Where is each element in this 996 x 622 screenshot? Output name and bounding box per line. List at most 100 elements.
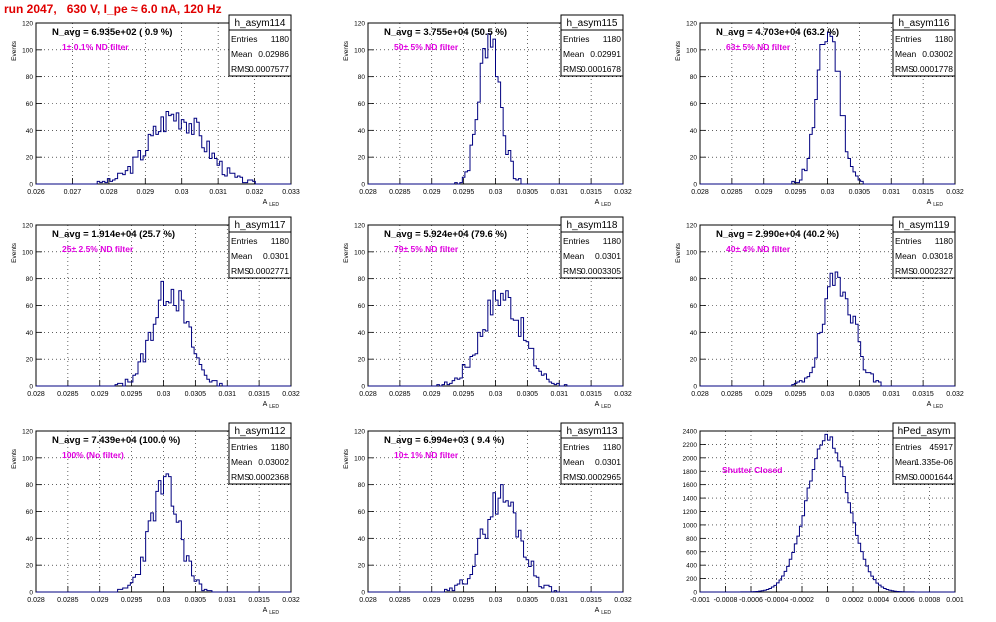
stats-title: h_asym112: [235, 426, 286, 437]
y-tick-label: 60: [26, 303, 34, 310]
stats-value: 1180: [271, 34, 290, 44]
y-tick-label: 40: [358, 536, 366, 543]
x-tick-label: 0.03: [157, 597, 171, 604]
y-tick-label: 100: [354, 249, 365, 256]
y-axis-label: Events: [675, 40, 682, 61]
x-tick-label: 0.0305: [849, 391, 871, 398]
stats-box: [892, 422, 956, 485]
stats-value: 0.0301: [595, 251, 621, 261]
y-tick-label: 100: [354, 47, 365, 54]
y-axis-label: Events: [343, 448, 350, 469]
stats-label: RMS: [563, 472, 582, 482]
stats-value: 0.03002: [922, 49, 953, 59]
y-tick-label: 0: [29, 590, 33, 597]
x-tick-label: 0.0305: [517, 597, 539, 604]
stats-box: [228, 14, 292, 77]
x-axis-label: A LED: [263, 199, 280, 208]
y-tick-label: 0: [361, 590, 365, 597]
x-tick-label: 0.032: [614, 391, 632, 398]
y-tick-label: 100: [22, 47, 33, 54]
stats-label: RMS: [231, 64, 250, 74]
x-tick-label: 0.027: [64, 189, 82, 196]
y-tick-label: 1200: [683, 509, 698, 516]
stats-title: hPed_asym: [898, 426, 951, 437]
stats-label: Entries: [231, 442, 257, 452]
stats-value: 1180: [271, 442, 290, 452]
stats-title: h_asym116: [899, 18, 950, 29]
stats-value: 0.0301: [263, 251, 289, 261]
stats-label: Mean: [895, 251, 917, 261]
stats-value: 0.0001644: [913, 472, 953, 482]
stats-value: 0.03002: [258, 457, 289, 467]
x-tick-label: 0.03: [489, 189, 503, 196]
y-tick-label: 80: [358, 74, 366, 81]
x-tick-label: 0.029: [423, 189, 441, 196]
stats-value: 0.0007577: [249, 64, 289, 74]
x-tick-label: 0.0285: [721, 189, 743, 196]
stats-label: Entries: [231, 34, 257, 44]
y-tick-label: 80: [358, 276, 366, 283]
x-tick-label: 0.029: [755, 391, 773, 398]
x-tick-label: 0.0305: [517, 391, 539, 398]
stats-value: 0.0002368: [249, 472, 289, 482]
y-tick-label: 40: [690, 330, 698, 337]
stats-box: [560, 216, 624, 279]
stats-label: Entries: [563, 236, 589, 246]
x-tick-label: 0.0315: [580, 597, 602, 604]
y-tick-label: 100: [354, 455, 365, 462]
y-tick-label: 40: [26, 128, 34, 135]
x-tick-label: 0.03: [157, 391, 171, 398]
x-tick-label: 0.028: [100, 189, 118, 196]
histogram-panel-h_asym116: 0.028 0.0285 0.029 0.0295 0.03 0.0305 0.031 0.0…: [675, 14, 964, 208]
x-tick-label: 0.029: [423, 391, 441, 398]
y-tick-label: 60: [26, 509, 34, 516]
x-tick-label: 0.031: [209, 189, 227, 196]
x-tick-label: 0.0285: [57, 597, 79, 604]
x-tick-label: 0.0315: [912, 391, 934, 398]
stats-value: 0.0003305: [581, 266, 621, 276]
filter-annotation: 1± 0.1% ND filter: [62, 42, 129, 52]
x-tick-label: 0.0305: [849, 189, 871, 196]
y-tick-label: 60: [358, 303, 366, 310]
x-tick-label: 0.029: [91, 391, 109, 398]
stats-box: [560, 422, 624, 485]
stats-label: RMS: [563, 64, 582, 74]
x-tick-label: 0.0002: [842, 597, 864, 604]
stats-label: RMS: [231, 266, 250, 276]
x-tick-label: 0.0305: [517, 189, 539, 196]
x-tick-label: 0.0315: [580, 391, 602, 398]
x-tick-label: -0.0008: [714, 597, 738, 604]
navg-label: N_avg = 3.755e+04 (50.5 %): [384, 27, 507, 38]
x-tick-label: 0.031: [218, 597, 236, 604]
x-tick-label: 0.033: [282, 189, 300, 196]
x-tick-label: 0.028: [359, 189, 377, 196]
y-tick-label: 120: [686, 223, 697, 230]
y-tick-label: 100: [22, 455, 33, 462]
x-tick-label: 0.0285: [389, 597, 411, 604]
y-tick-label: 60: [690, 101, 698, 108]
histogram-panel-h_asym119: 0.028 0.0285 0.029 0.0295 0.03 0.0305 0.031 0.0…: [675, 216, 964, 410]
y-tick-label: 60: [26, 101, 34, 108]
y-axis-label: Events: [675, 242, 682, 263]
x-tick-label: 0.0295: [785, 189, 807, 196]
y-tick-label: 200: [686, 576, 697, 583]
stats-box: [560, 14, 624, 77]
stats-label: Entries: [563, 442, 589, 452]
histogram-bins: [368, 484, 623, 593]
stats-label: RMS: [895, 64, 914, 74]
x-tick-label: 0.03: [489, 597, 503, 604]
y-tick-label: 40: [358, 128, 366, 135]
stats-label: Mean: [563, 49, 585, 59]
x-tick-label: 0.028: [27, 391, 45, 398]
x-tick-label: 0.031: [550, 189, 568, 196]
y-tick-label: 120: [22, 429, 33, 436]
histogram-panel-h_asym113: 0.028 0.0285 0.029 0.0295 0.03 0.0305 0.031 0.0…: [343, 422, 632, 616]
stats-label: Mean: [895, 49, 917, 59]
y-tick-label: 0: [29, 182, 33, 189]
y-tick-label: 60: [358, 509, 366, 516]
x-axis-label: A LED: [263, 607, 280, 616]
y-tick-label: 80: [358, 482, 366, 489]
x-tick-label: 0.0285: [389, 391, 411, 398]
y-tick-label: 60: [690, 303, 698, 310]
